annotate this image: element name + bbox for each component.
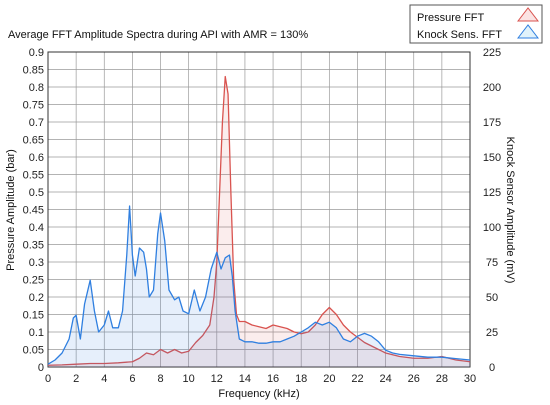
x-tick-label: 8 (157, 373, 163, 385)
y2-tick-label: 75 (486, 257, 498, 269)
y2-tick-labels: 0 25 50 75 100 125 150 175 200 225 (483, 47, 501, 374)
y2-tick-label: 175 (483, 117, 501, 129)
y2-tick-label: 200 (483, 82, 501, 94)
plot-area (47, 51, 471, 368)
x-tick-label: 30 (464, 373, 476, 385)
y-tick-labels: 0 0.05 0.1 0.15 0.2 0.25 0.3 0.35 0.4 0.45 0.5 0.55… (23, 47, 44, 374)
y-tick-label: 0.9 (29, 47, 44, 59)
series-area-knock-sens-fft (48, 206, 470, 367)
legend-swatch-knock (516, 24, 540, 39)
y-tick-label: 0.45 (23, 205, 44, 217)
y-tick-label: 0.05 (23, 345, 44, 357)
legend: Pressure FFT Knock Sens. FFT (409, 4, 543, 44)
y-tick-label: 0.5 (29, 187, 44, 199)
y-tick-label: 0.15 (23, 310, 44, 322)
x-tick-label: 14 (239, 373, 251, 385)
y-tick-label: 0.85 (23, 65, 44, 77)
y-tick-label: 0 (38, 362, 44, 374)
y2-tick-label: 25 (486, 327, 498, 339)
x-tick-label: 6 (129, 373, 135, 385)
y2-tick-label: 225 (483, 47, 501, 59)
x-tick-label: 26 (408, 373, 420, 385)
y-tick-label: 0.25 (23, 275, 44, 287)
series-line-pressure-fft (47, 75, 471, 366)
legend-label-pressure: Pressure FFT (417, 12, 485, 24)
series-layer (47, 75, 471, 367)
y-tick-label: 0.7 (29, 117, 44, 129)
x-tick-label: 18 (295, 373, 307, 385)
y-tick-label: 0.55 (23, 170, 44, 182)
x-tick-label: 2 (73, 373, 79, 385)
y-tick-label: 0.3 (29, 257, 44, 269)
y2-tick-label: 150 (483, 152, 501, 164)
y-tick-label: 0.8 (29, 82, 44, 94)
x-tick-label: 24 (379, 373, 391, 385)
y-axis-label: Pressure Amplitude (bar) (5, 149, 17, 271)
y-tick-label: 0.65 (23, 135, 44, 147)
y-tick-label: 0.4 (29, 222, 44, 234)
chart-title: Average FFT Amplitude Spectra during API… (8, 29, 308, 41)
x-tick-label: 20 (323, 373, 335, 385)
x-tick-label: 4 (101, 373, 107, 385)
y2-tick-label: 100 (483, 222, 501, 234)
y-tick-label: 0.6 (29, 152, 44, 164)
x-tick-label: 0 (45, 373, 51, 385)
x-tick-label: 28 (436, 373, 448, 385)
x-tick-label: 22 (351, 373, 363, 385)
x-tick-label: 16 (267, 373, 279, 385)
y2-axis-label: Knock Sensor Amplitude (mV) (504, 137, 516, 284)
x-tick-label: 12 (211, 373, 223, 385)
series-line-knock-sens-fft (47, 205, 471, 365)
x-axis-label: Frequency (kHz) (218, 388, 299, 400)
y-tick-label: 0.75 (23, 100, 44, 112)
legend-label-knock: Knock Sens. FFT (417, 29, 502, 41)
x-tick-label: 10 (183, 373, 195, 385)
y-tick-label: 0.35 (23, 240, 44, 252)
y2-tick-label: 0 (489, 362, 495, 374)
legend-swatch-pressure (516, 7, 540, 22)
grid (47, 51, 471, 368)
y2-tick-label: 125 (483, 187, 501, 199)
y2-tick-label: 50 (486, 292, 498, 304)
y-tick-label: 0.2 (29, 292, 44, 304)
x-tick-labels: 0 2 4 6 8 10 12 14 16 18 20 22 24 26 28 30 (45, 373, 476, 385)
y-tick-label: 0.1 (29, 327, 44, 339)
